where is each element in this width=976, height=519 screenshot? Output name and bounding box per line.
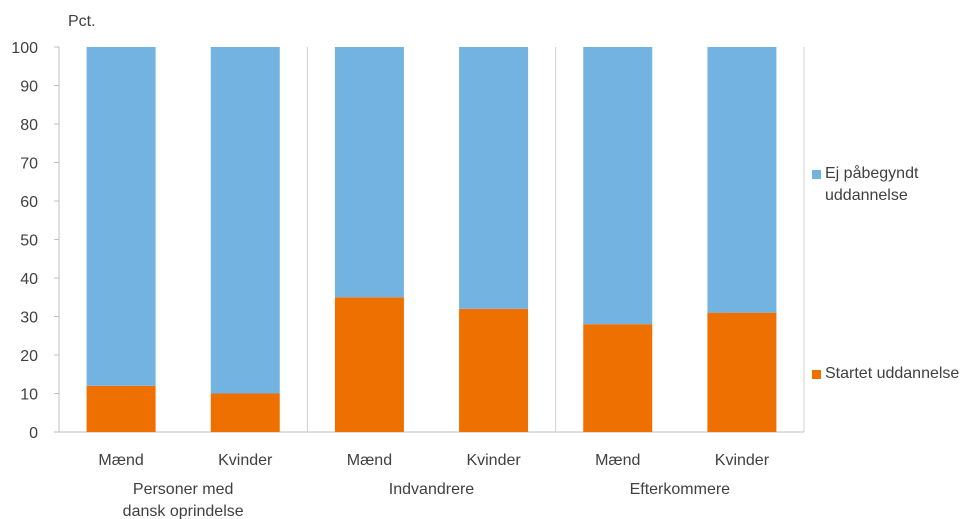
y-tick-label: 10: [20, 387, 38, 404]
tick-labels: 0 10 20 30 40 50 60 70 80 90 100 Mænd Kvinder Mænd Kvi…: [11, 40, 769, 519]
x-tick-label: Mænd: [98, 452, 143, 469]
y-tick-label: 20: [20, 348, 38, 365]
axes: [54, 46, 805, 433]
y-tick-label: 30: [20, 310, 38, 327]
y-unit-label: Pct.: [68, 13, 96, 30]
bar-segment-startet: [86, 385, 156, 432]
legend-label: Ej påbegyndt uddannelse: [825, 165, 919, 204]
group-label: Personer med: [133, 481, 234, 498]
group-label: Indvandrere: [389, 481, 474, 498]
y-tick-label: 50: [20, 233, 38, 250]
bar-segment-ej-pabegyndt: [459, 47, 529, 309]
bar-segment-ej-pabegyndt: [707, 47, 777, 313]
bar-segment-startet: [334, 297, 404, 432]
x-tick-label: Mænd: [595, 452, 640, 469]
x-tick-label: Kvinder: [715, 452, 770, 469]
bar-segment-ej-pabegyndt: [210, 47, 280, 394]
y-tick-label: 90: [20, 79, 38, 96]
group-label: dansk oprindelse: [123, 503, 244, 519]
group-label: Efterkommere: [630, 481, 731, 498]
bar-segment-ej-pabegyndt: [334, 47, 404, 298]
y-tick-label: 100: [11, 40, 38, 57]
y-tick-label: 0: [29, 425, 38, 442]
y-tick-label: 80: [20, 117, 38, 134]
x-tick-label: Kvinder: [218, 452, 273, 469]
y-tick-label: 70: [20, 156, 38, 173]
y-tick-label: 40: [20, 271, 38, 288]
legend-swatch: [812, 170, 821, 179]
legend-swatch: [812, 370, 821, 379]
bar-segment-startet: [707, 312, 777, 432]
bar-segment-ej-pabegyndt: [583, 47, 653, 325]
legend-label: Startet uddannelse: [825, 365, 960, 382]
x-tick-label: Kvinder: [466, 452, 521, 469]
y-tick-label: 60: [20, 194, 38, 211]
bar-segment-ej-pabegyndt: [86, 47, 156, 386]
bar-segment-startet: [583, 324, 653, 432]
bar-segment-startet: [459, 308, 529, 432]
x-tick-label: Mænd: [347, 452, 392, 469]
bars: [86, 47, 777, 432]
bar-segment-startet: [210, 393, 280, 432]
